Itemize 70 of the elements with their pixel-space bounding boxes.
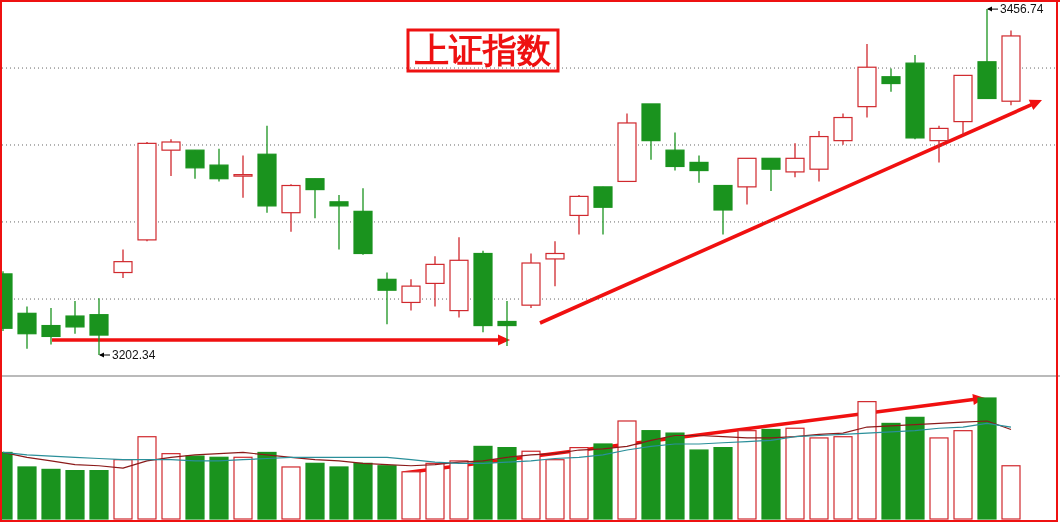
bar — [545, 459, 565, 520]
bar — [209, 456, 229, 520]
bar — [785, 427, 805, 520]
annotation: 3456.74 — [1000, 2, 1044, 17]
candlestick — [665, 131, 685, 172]
bar — [17, 466, 37, 520]
bar — [377, 465, 397, 520]
candlestick — [209, 148, 229, 183]
candlestick — [113, 248, 133, 279]
bar — [401, 471, 421, 520]
candlestick — [89, 297, 109, 356]
candlestick — [929, 125, 949, 164]
bar — [857, 401, 877, 520]
bar — [569, 447, 589, 520]
bar — [497, 447, 517, 520]
bar — [353, 462, 373, 520]
bar — [65, 470, 85, 520]
bar — [113, 459, 133, 520]
bar — [761, 428, 781, 520]
candlestick — [329, 194, 349, 251]
bar — [809, 437, 829, 520]
bar — [41, 468, 61, 520]
candlestick — [41, 307, 61, 346]
bar — [185, 455, 205, 520]
bar — [713, 447, 733, 520]
bar — [665, 432, 685, 520]
bar — [305, 462, 325, 520]
candlestick — [497, 300, 517, 347]
candlestick — [785, 142, 805, 178]
candlestick — [761, 157, 781, 192]
bar — [257, 451, 277, 520]
bar — [521, 450, 541, 520]
bar — [233, 456, 253, 520]
candlestick — [233, 154, 253, 199]
bar — [689, 449, 709, 520]
bar — [617, 420, 637, 520]
bar — [641, 430, 661, 520]
bar — [737, 430, 757, 520]
bar — [425, 462, 445, 520]
bar — [473, 445, 493, 520]
annotation: 3202.34 — [112, 348, 156, 363]
candlestick — [593, 186, 613, 236]
bar — [929, 437, 949, 520]
bar — [593, 443, 613, 520]
candlestick — [569, 194, 589, 236]
candlestick — [833, 112, 853, 146]
bar — [833, 436, 853, 520]
candlestick — [161, 138, 181, 177]
bar — [449, 460, 469, 520]
bar — [89, 470, 109, 520]
bar — [905, 416, 925, 520]
bar — [1001, 465, 1021, 520]
bar — [281, 466, 301, 520]
candlestick — [185, 149, 205, 180]
bar — [137, 436, 157, 520]
bar — [977, 397, 997, 520]
text: 上证指数 — [414, 32, 552, 69]
candlestick — [689, 154, 709, 184]
bar — [953, 430, 973, 520]
candlestick — [305, 178, 325, 219]
candlestick — [545, 240, 565, 287]
bar — [161, 453, 181, 520]
candlestick — [401, 278, 421, 312]
candlestick — [17, 305, 37, 350]
candlestick — [425, 255, 445, 308]
bar — [329, 466, 349, 520]
bar — [881, 422, 901, 520]
candlestick — [881, 67, 901, 93]
candlestick — [65, 300, 85, 335]
candlestick — [377, 271, 397, 325]
